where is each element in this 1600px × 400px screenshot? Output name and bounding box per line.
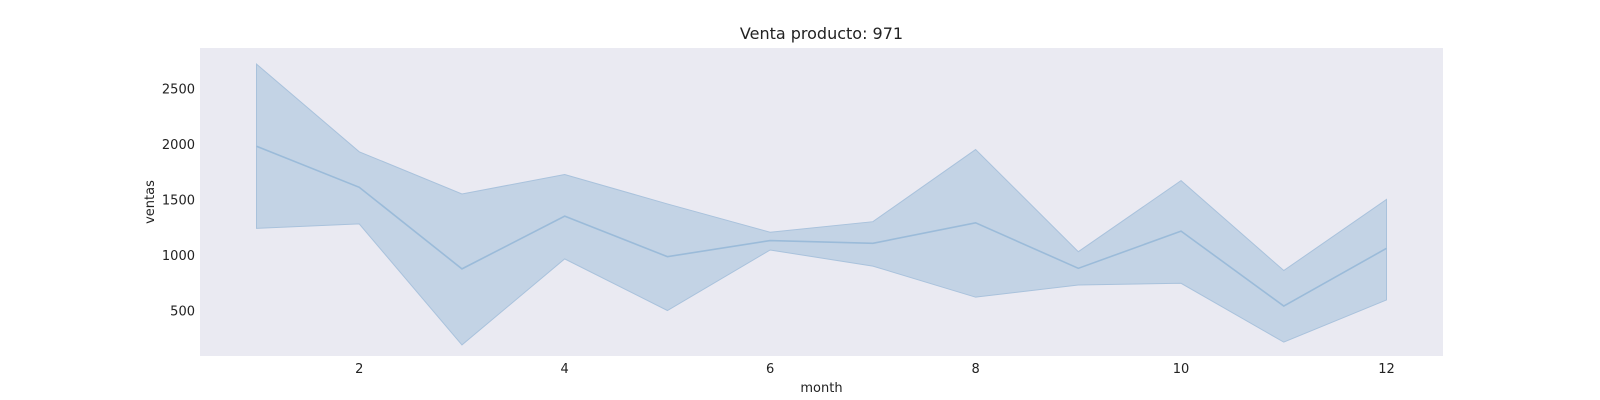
- confidence-band: [256, 63, 1387, 346]
- x-tick-label: 2: [355, 362, 363, 377]
- chart-title: Venta producto: 971: [740, 24, 903, 43]
- series-line: [256, 145, 1387, 308]
- x-tick-label: 6: [766, 362, 774, 377]
- y-tick-label: 500: [170, 304, 195, 319]
- x-tick-label: 8: [971, 362, 979, 377]
- y-tick-label: 1500: [162, 194, 195, 209]
- y-tick-label: 2500: [162, 83, 195, 98]
- y-tick-label: 1000: [162, 249, 195, 264]
- y-axis-label: ventas: [143, 180, 158, 224]
- x-tick-label: 4: [561, 362, 569, 377]
- y-tick-label: 2000: [162, 138, 195, 153]
- x-tick-label: 12: [1378, 362, 1395, 377]
- x-axis-label: month: [800, 381, 842, 396]
- x-tick-label: 10: [1173, 362, 1190, 377]
